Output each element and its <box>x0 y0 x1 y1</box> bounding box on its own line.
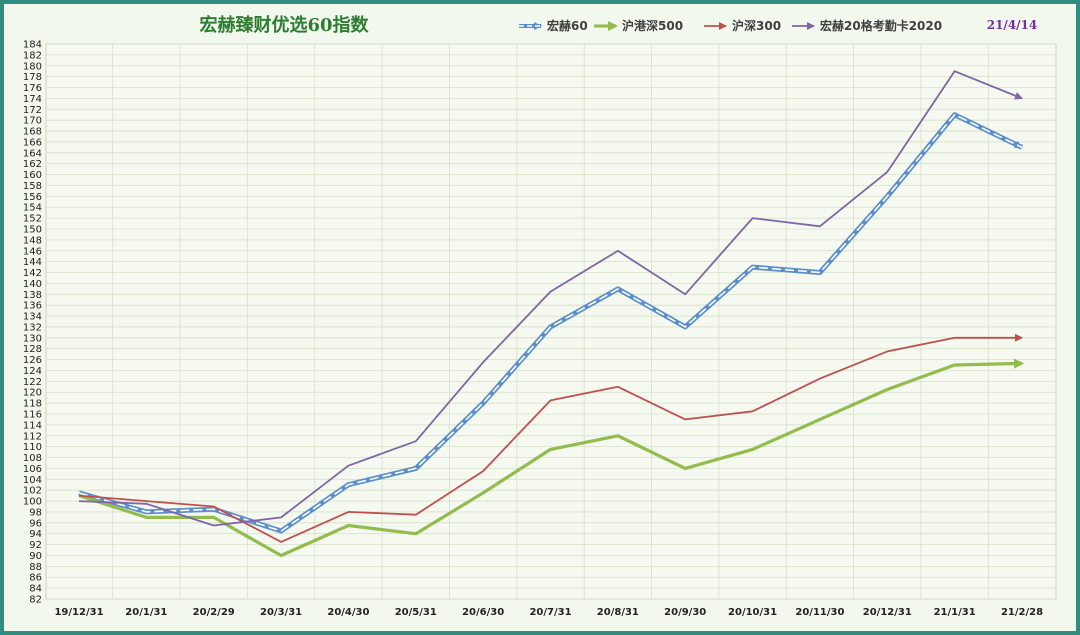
y-tick-label: 164 <box>23 148 42 159</box>
x-tick-label: 20/4/30 <box>327 607 369 618</box>
series-3 <box>78 333 1023 543</box>
date-label: 21/4/14 <box>987 18 1038 32</box>
series-line <box>78 333 1023 543</box>
y-tick-label: 138 <box>23 290 42 301</box>
x-tick-label: 20/2/29 <box>193 607 235 618</box>
series-line <box>78 358 1024 558</box>
y-tick-label: 118 <box>23 399 42 410</box>
y-tick-label: 124 <box>23 366 42 377</box>
y-tick-label: 142 <box>23 268 42 279</box>
y-tick-label: 116 <box>23 410 42 421</box>
x-axis: 19/12/31 20/1/31 20/2/29 20/3/31 20/4/30 20/5… <box>54 607 1043 618</box>
legend-item: 沪港深500 <box>594 18 683 33</box>
x-tick-label: 20/9/30 <box>664 607 706 618</box>
y-tick-label: 172 <box>23 105 42 116</box>
y-tick-label: 86 <box>29 573 42 584</box>
y-tick-label: 84 <box>29 584 42 595</box>
x-tick-label: 20/5/31 <box>395 607 437 618</box>
y-tick-label: 132 <box>23 322 42 333</box>
y-tick-label: 110 <box>23 442 42 453</box>
x-tick-label: 20/1/31 <box>125 607 167 618</box>
x-tick-label: 20/12/31 <box>863 607 912 618</box>
y-tick-label: 100 <box>23 497 42 508</box>
y-tick-label: 156 <box>23 192 42 203</box>
legend-label: 沪港深500 <box>622 18 683 33</box>
legend-item: 宏赫20格考勤卡2020 <box>792 18 942 33</box>
y-tick-label: 102 <box>23 486 42 497</box>
legend-item: 沪深300 <box>704 18 781 33</box>
series-line-dash <box>78 113 1023 532</box>
y-tick-label: 140 <box>23 279 42 290</box>
y-tick-label: 128 <box>23 344 42 355</box>
y-tick-label: 88 <box>29 562 42 573</box>
y-tick-label: 82 <box>29 595 42 606</box>
y-tick-label: 180 <box>23 61 42 72</box>
y-tick-label: 152 <box>23 214 42 225</box>
x-tick-label: 20/8/31 <box>597 607 639 618</box>
y-tick-label: 122 <box>23 377 42 388</box>
x-tick-label: 20/10/31 <box>728 607 777 618</box>
legend: 宏赫60 沪港深500 沪深300 宏赫20格考勤卡2020 <box>519 18 942 33</box>
y-tick-label: 160 <box>23 170 42 181</box>
y-tick-label: 108 <box>23 453 42 464</box>
y-tick-label: 98 <box>29 507 42 518</box>
y-tick-label: 106 <box>23 464 42 475</box>
series-4 <box>78 70 1023 527</box>
x-tick-label: 19/12/31 <box>54 607 103 618</box>
y-axis: 8284868890929496981001021041061081101121… <box>23 40 42 606</box>
legend-label: 沪深300 <box>732 18 781 33</box>
y-tick-label: 96 <box>29 518 42 529</box>
y-tick-label: 158 <box>23 181 42 192</box>
x-tick-label: 20/3/31 <box>260 607 302 618</box>
y-tick-label: 114 <box>23 420 42 431</box>
y-tick-label: 90 <box>29 551 42 562</box>
y-tick-label: 144 <box>23 257 42 268</box>
y-tick-label: 154 <box>23 203 42 214</box>
y-tick-label: 170 <box>23 116 42 127</box>
x-tick-label: 21/2/28 <box>1001 607 1043 618</box>
y-tick-label: 112 <box>23 431 42 442</box>
y-tick-label: 120 <box>23 388 42 399</box>
y-tick-label: 134 <box>23 312 42 323</box>
y-tick-label: 148 <box>23 235 42 246</box>
legend-label: 宏赫60 <box>547 18 588 33</box>
series-lines <box>78 70 1024 558</box>
y-tick-label: 150 <box>23 225 42 236</box>
line-chart: 宏赫臻财优选60指数 宏赫60 沪港深500 沪深300 宏赫20格考勤卡2020 2… <box>23 14 1057 618</box>
y-tick-label: 94 <box>29 529 42 540</box>
y-tick-label: 92 <box>29 540 42 551</box>
x-tick-label: 20/6/30 <box>462 607 504 618</box>
y-tick-label: 130 <box>23 333 42 344</box>
series-2 <box>78 358 1024 558</box>
y-tick-label: 168 <box>23 127 42 138</box>
x-tick-label: 21/1/31 <box>934 607 976 618</box>
y-tick-label: 166 <box>23 137 42 148</box>
x-tick-label: 20/11/30 <box>795 607 844 618</box>
series-line <box>78 70 1023 527</box>
y-tick-label: 182 <box>23 50 42 61</box>
y-tick-label: 126 <box>23 355 42 366</box>
y-tick-label: 178 <box>23 72 42 83</box>
chart-title: 宏赫臻财优选60指数 <box>199 14 369 36</box>
plot-area: 8284868890929496981001021041061081101121… <box>23 40 1057 618</box>
y-tick-label: 104 <box>23 475 42 486</box>
y-tick-label: 174 <box>23 94 42 105</box>
y-tick-label: 136 <box>23 301 42 312</box>
legend-label: 宏赫20格考勤卡2020 <box>820 18 942 33</box>
gridlines <box>46 43 1057 600</box>
y-tick-label: 162 <box>23 159 42 170</box>
x-tick-label: 20/7/31 <box>529 607 571 618</box>
y-tick-label: 176 <box>23 83 42 94</box>
legend-item: 宏赫60 <box>519 18 588 33</box>
y-tick-label: 146 <box>23 246 42 257</box>
series-1 <box>78 112 1024 534</box>
y-tick-label: 184 <box>23 40 42 51</box>
